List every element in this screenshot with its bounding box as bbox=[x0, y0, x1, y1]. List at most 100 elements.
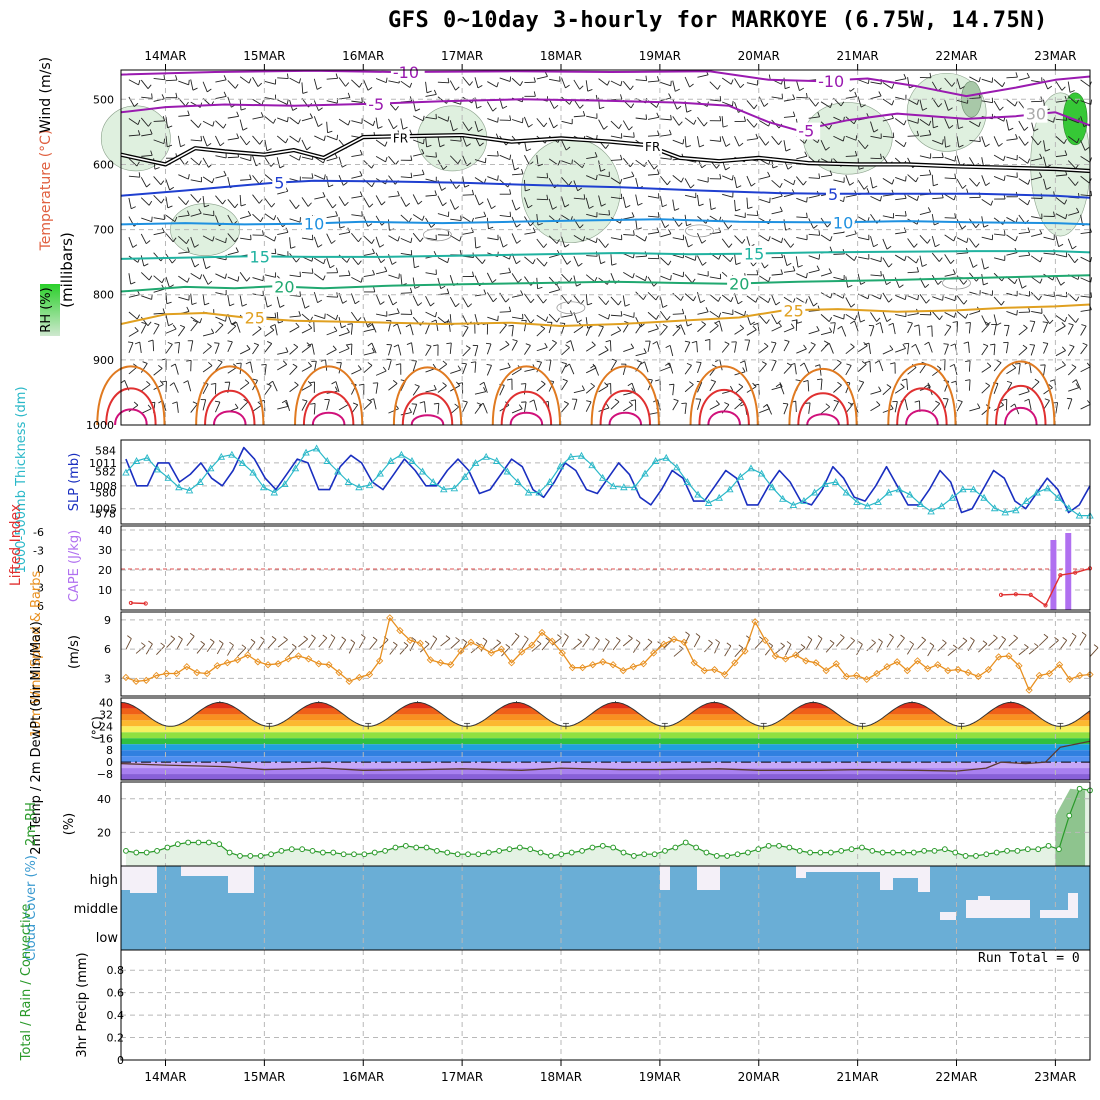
wind-barb bbox=[252, 116, 264, 120]
wind-barb-flag bbox=[395, 160, 399, 165]
wind-barb-flag bbox=[223, 75, 227, 81]
wind-barb-flag bbox=[142, 361, 148, 364]
wind-barb bbox=[721, 77, 732, 85]
wind-barb-10m-flag bbox=[455, 637, 460, 641]
wind-barb-10m bbox=[622, 638, 633, 647]
wind-barb bbox=[128, 96, 135, 107]
y-axis-label-temperature: Temperature (°C) bbox=[38, 130, 54, 252]
wind-barb-flag bbox=[148, 122, 152, 127]
wind-barb bbox=[919, 134, 931, 137]
isotherm-diurnal bbox=[806, 413, 840, 426]
wind-barb bbox=[400, 80, 411, 88]
wind-barb bbox=[1018, 120, 1025, 131]
wind-barb-flag bbox=[653, 165, 658, 170]
wind-barb-flag bbox=[1011, 364, 1017, 369]
wind-barb bbox=[326, 233, 332, 244]
wind-barb-flag bbox=[232, 321, 237, 326]
wind-barb-flag bbox=[348, 270, 351, 276]
rh-marker bbox=[288, 846, 295, 853]
wind-barb bbox=[684, 293, 694, 302]
wind-barb bbox=[239, 119, 244, 131]
wind-barb-flag bbox=[566, 260, 572, 265]
wind-barb bbox=[276, 217, 284, 228]
wind-barb-flag bbox=[829, 102, 833, 108]
wind-barb bbox=[623, 253, 634, 259]
rh-marker bbox=[1076, 785, 1083, 792]
wind-barb-flag bbox=[614, 398, 620, 403]
wind-speed-marker bbox=[1076, 671, 1084, 680]
wind-barb bbox=[1043, 178, 1047, 190]
wind-speed-marker bbox=[244, 651, 252, 659]
wind-barb-flag bbox=[293, 343, 299, 348]
wind-barb-flag bbox=[1075, 383, 1080, 388]
wind-barb-flag bbox=[590, 382, 595, 387]
wind-barb bbox=[474, 345, 479, 357]
wind-barb bbox=[993, 79, 1003, 88]
wind-barb bbox=[845, 276, 849, 288]
wind-barb bbox=[944, 254, 952, 264]
wind-barb bbox=[895, 197, 907, 201]
wind-barb-flag bbox=[640, 361, 645, 365]
wind-barb-10m bbox=[764, 645, 774, 656]
rh-marker bbox=[713, 853, 720, 859]
wind-barb bbox=[833, 314, 844, 320]
wind-barb-10m bbox=[835, 637, 845, 647]
wind-barb bbox=[313, 403, 316, 415]
wind-speed-marker bbox=[710, 665, 719, 674]
wind-barb-flag bbox=[234, 403, 239, 409]
wind-barb bbox=[993, 383, 999, 394]
thickness-marker bbox=[1075, 511, 1084, 519]
x-tick-bottom: 14MAR bbox=[144, 1070, 186, 1084]
wind-barb bbox=[722, 175, 733, 181]
wind-barb-10m-flag bbox=[200, 640, 205, 645]
rh-marker bbox=[952, 849, 959, 856]
wind-barb-flag bbox=[544, 71, 548, 77]
wind-barb bbox=[993, 324, 997, 336]
wind-barb-flag bbox=[218, 321, 224, 326]
wind-barb bbox=[919, 255, 923, 267]
y-tick-precip: 0.8 bbox=[107, 964, 125, 977]
wind-barb-flag bbox=[849, 182, 855, 186]
wind-barb-flag bbox=[985, 382, 990, 387]
wind-barb bbox=[351, 276, 362, 283]
wind-barb-flag bbox=[481, 259, 486, 264]
wind-barb-flag bbox=[138, 79, 141, 86]
wind-barb-flag bbox=[260, 217, 264, 222]
wind-barb bbox=[462, 231, 474, 235]
wind-barb-flag bbox=[728, 243, 733, 248]
wind-barb bbox=[845, 313, 856, 321]
wind-barb-flag bbox=[741, 239, 746, 244]
wind-barb-flag bbox=[223, 91, 227, 97]
wind-barb bbox=[276, 157, 281, 169]
wind-barb bbox=[338, 331, 350, 337]
wind-barb-flag bbox=[605, 403, 610, 409]
wind-barb bbox=[746, 295, 757, 303]
wind-barb-flag bbox=[267, 304, 272, 308]
wind-barb bbox=[215, 195, 223, 205]
wind-speed-marker bbox=[761, 636, 769, 644]
wind-speed-marker bbox=[589, 661, 597, 669]
wind-barb-flag bbox=[381, 201, 386, 206]
wind-barb-flag bbox=[347, 120, 351, 126]
wind-barb-flag bbox=[282, 360, 288, 365]
wind-barb-flag bbox=[148, 339, 154, 342]
wind-barb-flag bbox=[167, 144, 173, 148]
wind-barb-flag bbox=[853, 119, 857, 125]
wind-barb bbox=[250, 361, 253, 373]
wind-barb-flag bbox=[335, 73, 339, 79]
rh-marker bbox=[1035, 846, 1042, 853]
wind-barb-flag bbox=[990, 200, 994, 206]
wind-barb bbox=[1043, 78, 1049, 90]
wind-barb-flag bbox=[308, 323, 313, 329]
wind-barb-flag bbox=[954, 156, 957, 162]
cloud-cover-cell bbox=[806, 866, 880, 872]
wind-barb bbox=[783, 98, 795, 102]
wind-barb-flag bbox=[395, 363, 401, 366]
wind-barb-flag bbox=[681, 308, 685, 314]
wind-barb bbox=[128, 294, 140, 298]
wind-barb bbox=[1055, 118, 1067, 121]
wind-barb bbox=[400, 214, 410, 223]
wind-barb bbox=[1067, 160, 1077, 169]
wind-speed-marker bbox=[436, 659, 445, 667]
wind-barb-flag bbox=[676, 324, 682, 329]
